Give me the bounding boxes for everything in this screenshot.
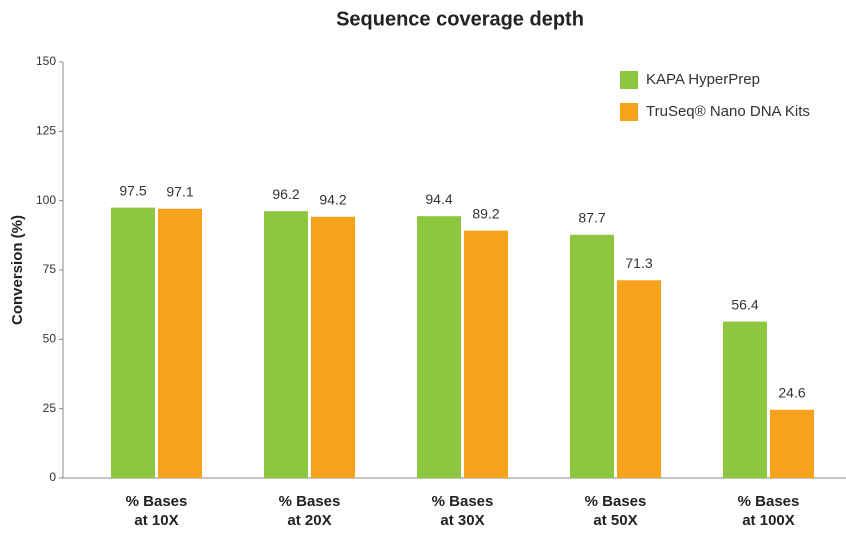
y-tick-label: 100 — [36, 193, 56, 207]
y-tick-label: 125 — [36, 124, 56, 138]
bar — [617, 280, 661, 478]
value-label: 24.6 — [778, 384, 805, 400]
bar — [158, 208, 202, 478]
y-tick-label: 25 — [43, 401, 57, 415]
value-label: 89.2 — [472, 205, 499, 221]
y-tick-label: 75 — [43, 262, 57, 276]
value-label: 96.2 — [272, 186, 299, 202]
x-tick-label: % Bases at 20X — [278, 493, 341, 529]
bar — [464, 230, 508, 478]
bar — [570, 234, 614, 478]
value-label: 71.3 — [625, 255, 652, 271]
x-tick-label: % Bases at 10X — [125, 493, 188, 529]
legend-label: KAPA HyperPrep — [646, 71, 760, 88]
bar — [723, 321, 767, 478]
bar — [770, 409, 814, 478]
bar — [417, 216, 461, 478]
bar — [311, 216, 355, 478]
value-label: 97.5 — [119, 182, 146, 198]
legend-swatch — [620, 103, 638, 121]
x-tick-label: % Bases at 100X — [737, 493, 800, 529]
x-tick-label: % Bases at 50X — [584, 493, 647, 529]
x-tick-label: % Bases at 30X — [431, 493, 494, 529]
bar — [264, 211, 308, 479]
value-label: 94.4 — [425, 191, 452, 207]
value-label: 87.7 — [578, 209, 605, 225]
y-tick-label: 50 — [43, 332, 57, 346]
value-label: 97.1 — [166, 183, 193, 199]
bar — [111, 207, 155, 478]
chart-title: Sequence coverage depth — [336, 8, 584, 30]
value-label: 56.4 — [731, 296, 758, 312]
y-tick-label: 0 — [49, 470, 56, 484]
y-axis-label: Conversion (%) — [9, 215, 26, 325]
y-tick-label: 150 — [36, 54, 56, 68]
legend-swatch — [620, 71, 638, 89]
value-label: 94.2 — [319, 191, 346, 207]
legend-label: TruSeq® Nano DNA Kits — [646, 103, 810, 120]
